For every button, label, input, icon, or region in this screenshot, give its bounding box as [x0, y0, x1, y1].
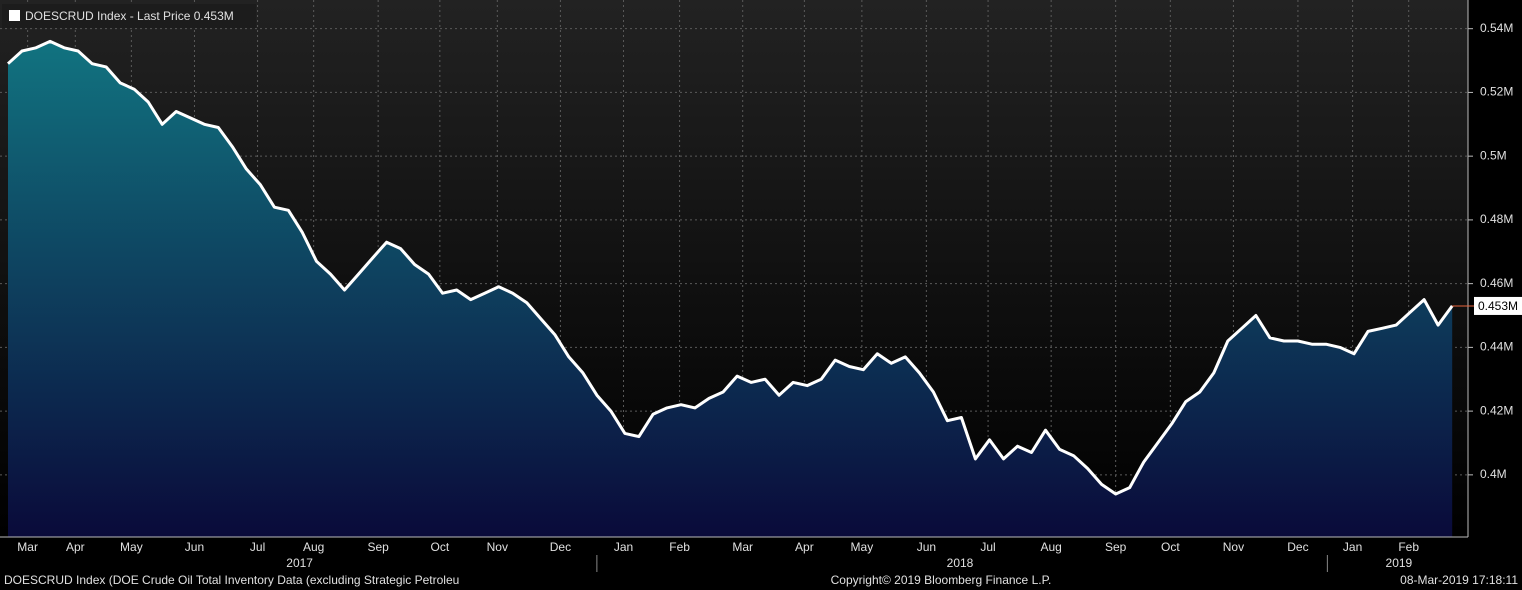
y-tick-label: 0.54M: [1480, 21, 1513, 35]
y-tick-label: 0.46M: [1480, 276, 1513, 290]
y-tick-label: 0.5M: [1480, 148, 1507, 162]
footer-copyright: Copyright© 2019 Bloomberg Finance L.P.: [831, 573, 1052, 587]
y-tick-label: 0.42M: [1480, 403, 1513, 417]
x-tick-label: Oct: [1161, 540, 1180, 554]
year-label: 2017: [286, 556, 313, 570]
x-tick-label: Feb: [1398, 540, 1419, 554]
line: [6, 39, 1454, 496]
x-tick-label: Dec: [550, 540, 571, 554]
footer-timestamp: 08-Mar-2019 17:18:11: [1400, 573, 1518, 587]
x-tick-label: May: [851, 540, 874, 554]
legend-box: [2, 4, 256, 28]
year-label: 2019: [1386, 556, 1413, 570]
x-tick-label: Feb: [669, 540, 690, 554]
y-tick-label: 0.4M: [1480, 467, 1507, 481]
x-tick-label: Mar: [732, 540, 753, 554]
x-tick-label: Jul: [980, 540, 995, 554]
x-tick-label: Jun: [917, 540, 936, 554]
x-tick-label: Apr: [795, 540, 814, 554]
x-tick-label: Oct: [431, 540, 450, 554]
x-tick-label: Nov: [487, 540, 508, 554]
legend: DOESCRUD Index - Last Price 0.453M: [2, 4, 256, 28]
x-tick-label: Nov: [1223, 540, 1244, 554]
x-tick-label: Aug: [1040, 540, 1061, 554]
footer-description: DOESCRUD Index (DOE Crude Oil Total Inve…: [4, 573, 459, 587]
last-value-box: [1474, 296, 1522, 315]
x-tick-label: Aug: [303, 540, 324, 554]
x-tick-label: Sep: [1105, 540, 1127, 554]
x-tick-label: Jul: [250, 540, 265, 554]
year-label: 2018: [947, 556, 974, 570]
legend-label: DOESCRUD Index - Last Price 0.453M: [25, 9, 234, 23]
last-value-label: 0.453M: [1478, 299, 1518, 313]
y-tick-label: 0.44M: [1480, 340, 1513, 354]
legend-swatch: [9, 10, 20, 21]
x-tick-label: May: [120, 540, 143, 554]
x-tick-label: Mar: [17, 540, 38, 554]
y-tick-label: 0.52M: [1480, 85, 1513, 99]
y-tick-label: 0.48M: [1480, 212, 1513, 226]
x-tick-label: Dec: [1287, 540, 1308, 554]
x-tick-label: Jan: [1343, 540, 1362, 554]
x-tick-label: Sep: [367, 540, 389, 554]
x-tick-label: Apr: [66, 540, 85, 554]
area: [8, 41, 1453, 538]
x-tick-label: Jun: [185, 540, 204, 554]
x-tick-label: Jan: [614, 540, 633, 554]
